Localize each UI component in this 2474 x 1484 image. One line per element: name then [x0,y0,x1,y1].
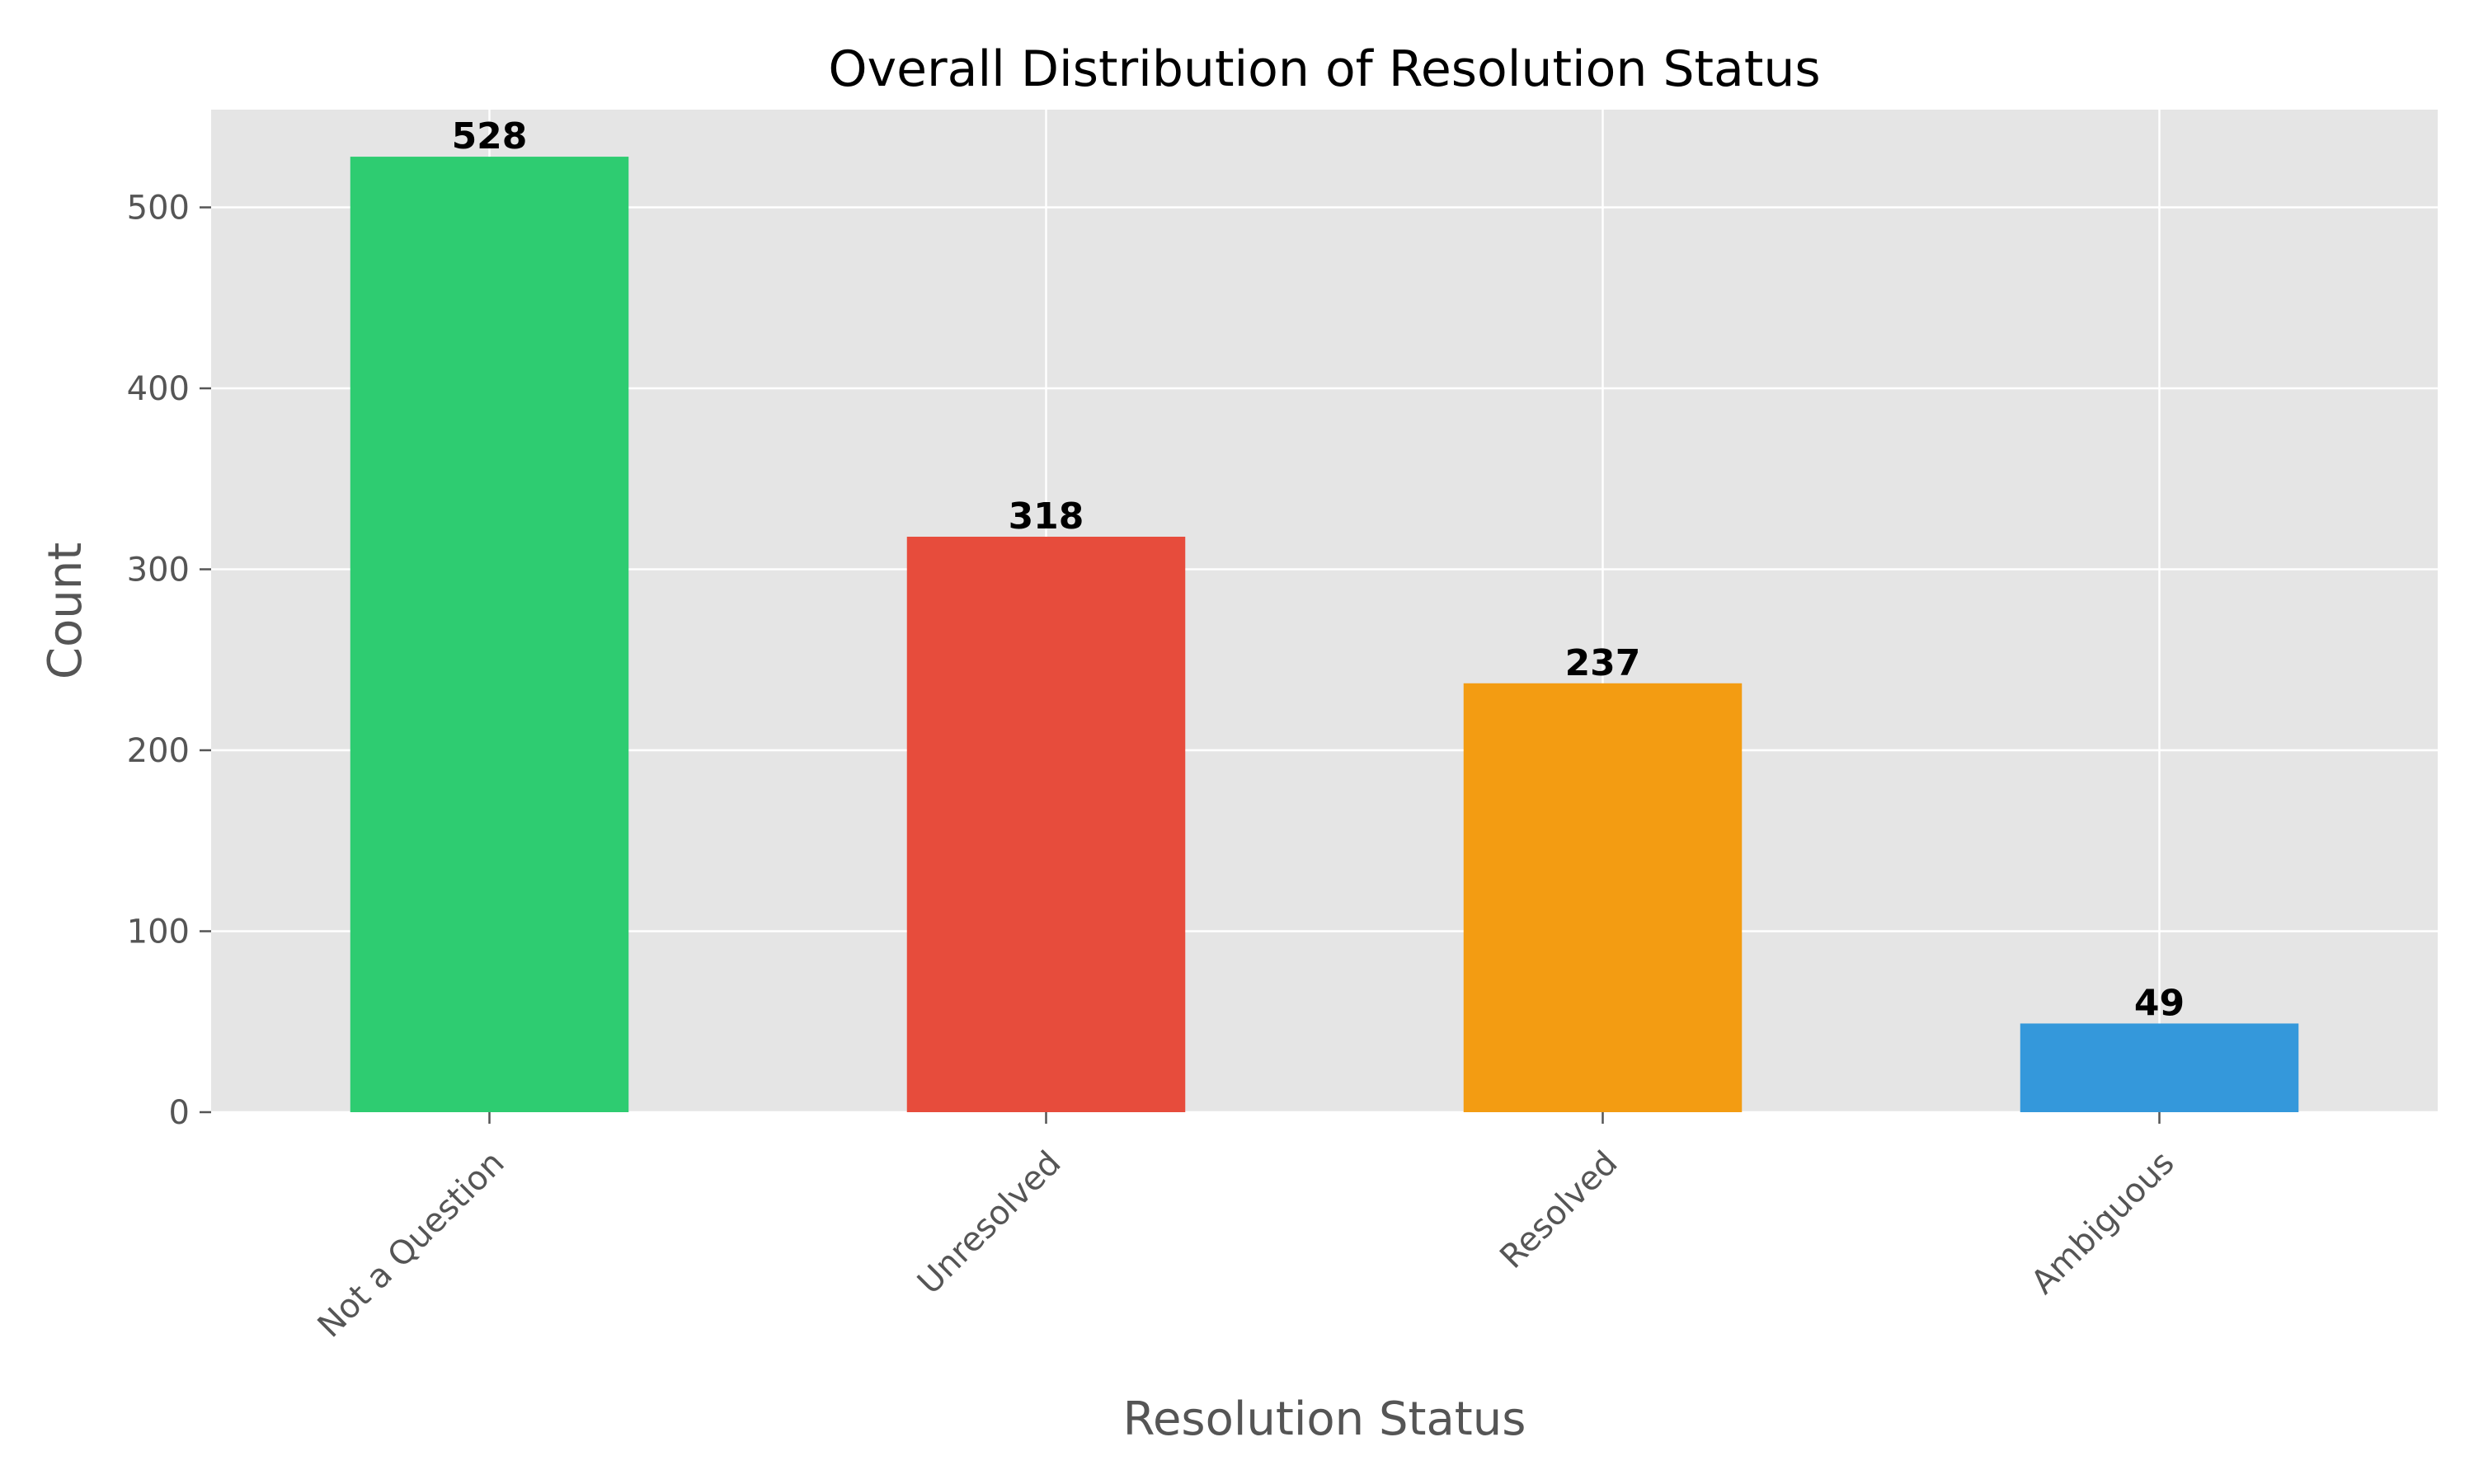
bar-resolved [1463,683,1743,1112]
bar-value-label: 49 [2134,982,2185,1024]
bar-ambiguous [2020,1023,2299,1112]
bar-value-label: 318 [1009,495,1084,538]
y-tick-label: 300 [127,552,190,589]
y-tick-label: 500 [127,190,190,228]
y-tick-label: 200 [127,732,190,770]
x-axis-label: Resolution Status [1123,1392,1526,1446]
y-axis-ticks: 0 100 200 300 400 500 [127,190,211,1132]
bar-value-label: 237 [1565,642,1641,684]
bar-unresolved [906,537,1186,1112]
y-axis-label: Count [39,542,92,679]
chart-title: Overall Distribution of Resolution Statu… [828,40,1820,98]
y-tick-label: 400 [127,370,190,408]
bar-value-label: 528 [452,115,528,157]
y-tick-label: 0 [169,1094,190,1132]
value-labels: 528 318 237 49 [452,115,2185,1024]
bar-not-a-question [350,157,629,1112]
y-tick-label: 100 [127,913,190,951]
bars [350,157,2299,1112]
